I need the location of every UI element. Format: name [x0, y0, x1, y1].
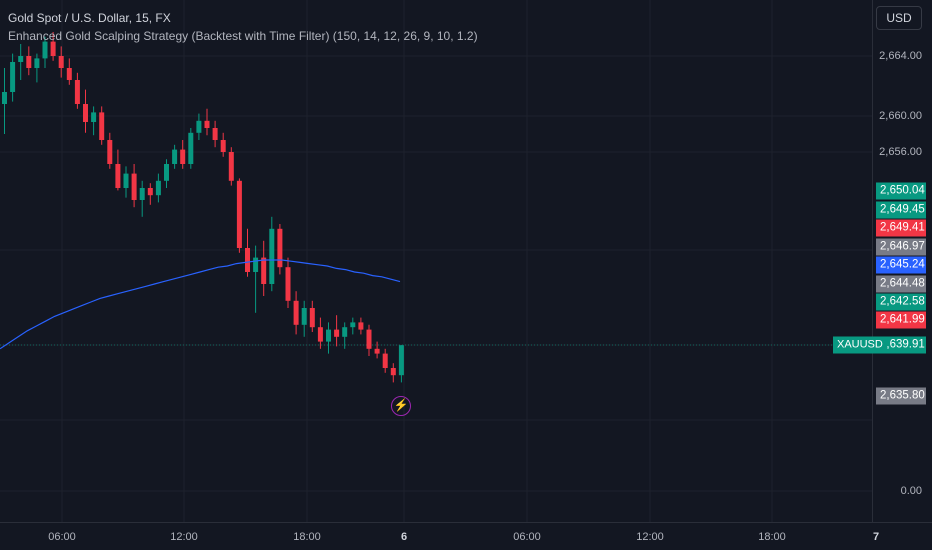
candle-body [123, 173, 129, 188]
price-label: 2,644.48 [876, 275, 926, 293]
candle-body [188, 132, 194, 164]
price-tick: 2,656.00 [879, 146, 922, 158]
candle-body [236, 180, 242, 248]
candle-body [196, 120, 202, 133]
candle-body [277, 228, 283, 268]
candle-body [390, 368, 396, 376]
candle-body [245, 248, 250, 272]
price-label: 2,649.45 [876, 201, 926, 219]
currency-button[interactable]: USD [876, 6, 922, 30]
candle-body [164, 164, 169, 181]
lightning-icon[interactable]: ⚡ [391, 396, 411, 416]
candle-body [155, 180, 161, 196]
time-tick-day: 7 [872, 531, 880, 543]
candle-body [261, 257, 267, 284]
candle-body [50, 41, 56, 56]
candle-body [301, 308, 307, 325]
price-tick: 2,660.00 [879, 110, 922, 122]
last-price-label: 2,639.91 [876, 336, 926, 354]
candle-body [366, 329, 372, 349]
time-tick: 12:00 [170, 531, 198, 543]
candle-body [398, 345, 404, 376]
time-tick-day: 6 [400, 531, 408, 543]
candle-body [358, 322, 364, 330]
time-axis[interactable]: 06:00 12:00 18:00 6 06:00 12:00 18:00 7 [0, 522, 932, 550]
candle-body [42, 41, 48, 59]
price-label: 2,641.99 [876, 311, 926, 329]
candle-body [18, 56, 24, 62]
candle-body [374, 348, 380, 354]
candle-body [317, 327, 323, 342]
candle-body [342, 327, 348, 337]
candle-body [26, 56, 32, 68]
chart-area[interactable] [0, 0, 872, 522]
time-tick: 12:00 [636, 531, 664, 543]
chart-title: Gold Spot / U.S. Dollar, 15, FX [8, 11, 171, 25]
candle-body [309, 308, 315, 328]
candle-body [212, 128, 218, 140]
candle-body [107, 140, 113, 164]
price-label: 2,645.24 [876, 256, 926, 274]
price-tick: 0.00 [900, 485, 922, 497]
time-tick: 18:00 [293, 531, 321, 543]
candle-body [58, 56, 64, 68]
candle-body [285, 267, 291, 301]
candle-body [139, 188, 145, 200]
candle-body [253, 257, 259, 272]
candle-body [269, 228, 275, 284]
price-tick: 2,664.00 [879, 50, 922, 62]
candle-body [83, 104, 88, 122]
candle-body [99, 112, 105, 140]
price-label: 2,650.04 [876, 182, 926, 200]
price-label: 2,646.97 [876, 238, 926, 256]
symbol-label: XAUUSD [833, 336, 887, 354]
candle-body [334, 329, 340, 337]
moving-average-line [0, 259, 401, 350]
candle-body [220, 140, 226, 152]
candle-body [74, 80, 80, 104]
candle-body [204, 120, 210, 128]
indicator-legend[interactable]: Enhanced Gold Scalping Strategy (Backtes… [8, 29, 478, 43]
candle-body [172, 149, 178, 164]
time-tick: 06:00 [48, 531, 76, 543]
candle-body [115, 164, 121, 188]
candle-body [66, 68, 72, 80]
candle-body [91, 112, 97, 122]
candle-body [293, 300, 299, 325]
candle-body [382, 353, 388, 368]
time-tick: 06:00 [513, 531, 541, 543]
price-label: 2,635.80 [876, 387, 926, 405]
candle-body [10, 62, 16, 92]
price-axis[interactable]: 2,664.00 2,660.00 2,656.00 0.00 [872, 0, 932, 522]
price-label: 2,642.58 [876, 293, 926, 311]
candle-body [228, 152, 234, 181]
price-chart[interactable] [0, 0, 872, 522]
candle-body [2, 92, 7, 104]
price-label: 2,649.41 [876, 219, 926, 237]
candle-body [350, 322, 356, 328]
candle-body [34, 58, 40, 68]
candle-body [147, 188, 153, 196]
time-tick: 18:00 [758, 531, 786, 543]
candle-body [180, 149, 186, 164]
candle-body [326, 329, 331, 342]
candle-body [131, 173, 137, 200]
